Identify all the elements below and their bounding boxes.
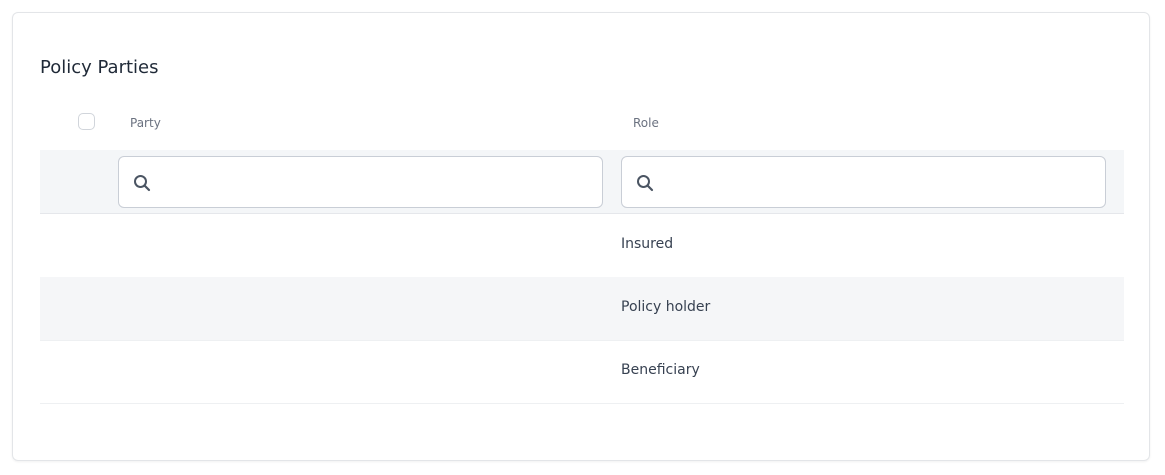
policy-parties-card — [12, 12, 1150, 461]
column-header-role[interactable]: Role — [633, 116, 659, 130]
role-cell: Insured — [621, 236, 674, 252]
filter-row — [40, 150, 1124, 214]
search-icon — [134, 175, 151, 192]
column-header-party[interactable]: Party — [130, 116, 161, 130]
select-all-checkbox[interactable] — [78, 113, 95, 130]
role-cell: Policy holder — [621, 299, 711, 315]
role-filter-input[interactable] — [621, 156, 1106, 208]
table-row[interactable]: Policy holder — [40, 277, 1124, 341]
role-cell: Beneficiary — [621, 362, 700, 378]
page-title: Policy Parties — [40, 57, 159, 78]
party-filter-input[interactable] — [118, 156, 603, 208]
search-icon — [637, 175, 654, 192]
table-row[interactable]: Insured — [40, 214, 1124, 278]
table-row[interactable]: Beneficiary — [40, 340, 1124, 404]
